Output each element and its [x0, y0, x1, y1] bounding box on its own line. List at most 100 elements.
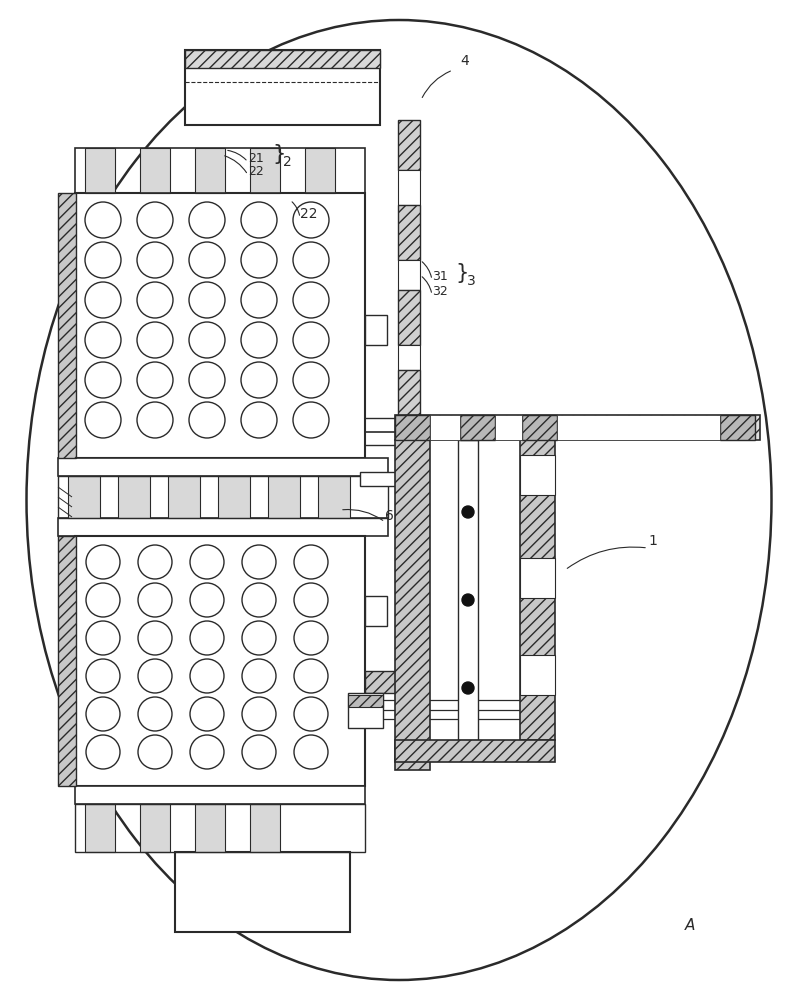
Text: 3: 3 [467, 274, 476, 288]
Text: 22: 22 [248, 165, 264, 178]
Bar [75, 804, 365, 852]
Bar [75, 786, 365, 804]
Bar [58, 458, 388, 476]
Bar [195, 148, 225, 193]
Bar [365, 671, 420, 693]
Circle shape [86, 735, 120, 769]
Bar [85, 148, 115, 193]
Circle shape [138, 545, 172, 579]
Circle shape [293, 362, 329, 398]
Circle shape [85, 322, 121, 358]
Bar [398, 345, 420, 370]
Bar [522, 415, 557, 440]
Circle shape [190, 583, 224, 617]
Circle shape [138, 659, 172, 693]
Circle shape [241, 282, 277, 318]
Circle shape [294, 583, 328, 617]
Circle shape [241, 322, 277, 358]
Circle shape [462, 594, 474, 606]
Circle shape [294, 697, 328, 731]
Circle shape [293, 322, 329, 358]
Bar [75, 193, 365, 458]
Bar [365, 315, 387, 345]
Circle shape [138, 583, 172, 617]
Circle shape [294, 621, 328, 655]
Bar [75, 148, 365, 193]
Circle shape [189, 322, 225, 358]
Text: 4: 4 [460, 54, 468, 68]
Bar [398, 290, 420, 345]
Circle shape [137, 282, 173, 318]
Bar [398, 205, 420, 260]
Circle shape [462, 506, 474, 518]
Circle shape [293, 402, 329, 438]
Bar [250, 148, 280, 193]
Bar [118, 476, 150, 518]
Text: A: A [685, 918, 695, 933]
Circle shape [190, 621, 224, 655]
Circle shape [189, 282, 225, 318]
Circle shape [86, 659, 120, 693]
Bar [318, 476, 350, 518]
Bar [305, 148, 335, 193]
Bar [68, 476, 100, 518]
Circle shape [294, 545, 328, 579]
Bar [168, 476, 200, 518]
Circle shape [190, 545, 224, 579]
Circle shape [86, 583, 120, 617]
Bar [58, 518, 388, 536]
Bar [430, 415, 460, 440]
Bar [398, 370, 420, 425]
Bar [85, 804, 115, 852]
Text: }: } [272, 144, 285, 164]
Bar [398, 425, 420, 445]
Text: 32: 32 [432, 285, 448, 298]
Bar [360, 472, 415, 486]
Circle shape [241, 242, 277, 278]
Circle shape [137, 242, 173, 278]
Text: 22: 22 [300, 207, 318, 221]
Circle shape [85, 202, 121, 238]
Circle shape [137, 402, 173, 438]
Circle shape [241, 202, 277, 238]
Bar [75, 536, 365, 786]
Bar [218, 476, 250, 518]
Circle shape [242, 659, 276, 693]
Ellipse shape [26, 20, 772, 980]
Text: 21: 21 [248, 152, 264, 165]
Bar [520, 655, 555, 695]
Circle shape [190, 735, 224, 769]
Circle shape [86, 697, 120, 731]
Circle shape [138, 735, 172, 769]
Circle shape [242, 583, 276, 617]
Circle shape [242, 621, 276, 655]
Circle shape [138, 621, 172, 655]
Bar [348, 695, 383, 707]
Circle shape [294, 735, 328, 769]
Circle shape [85, 242, 121, 278]
Bar [460, 415, 495, 440]
Circle shape [293, 202, 329, 238]
Circle shape [241, 402, 277, 438]
Bar [395, 415, 430, 440]
Bar [398, 260, 420, 290]
Circle shape [189, 202, 225, 238]
Circle shape [293, 242, 329, 278]
Bar [520, 440, 555, 740]
Bar [365, 596, 387, 626]
Circle shape [85, 282, 121, 318]
Bar [720, 415, 755, 440]
Bar [58, 536, 76, 786]
Circle shape [189, 242, 225, 278]
Bar [58, 193, 76, 458]
Circle shape [242, 735, 276, 769]
Circle shape [462, 682, 474, 694]
Circle shape [242, 697, 276, 731]
Bar [395, 440, 430, 770]
Bar [140, 804, 170, 852]
Bar [395, 415, 760, 440]
Circle shape [86, 545, 120, 579]
Circle shape [241, 362, 277, 398]
Circle shape [137, 202, 173, 238]
Bar [398, 445, 420, 465]
